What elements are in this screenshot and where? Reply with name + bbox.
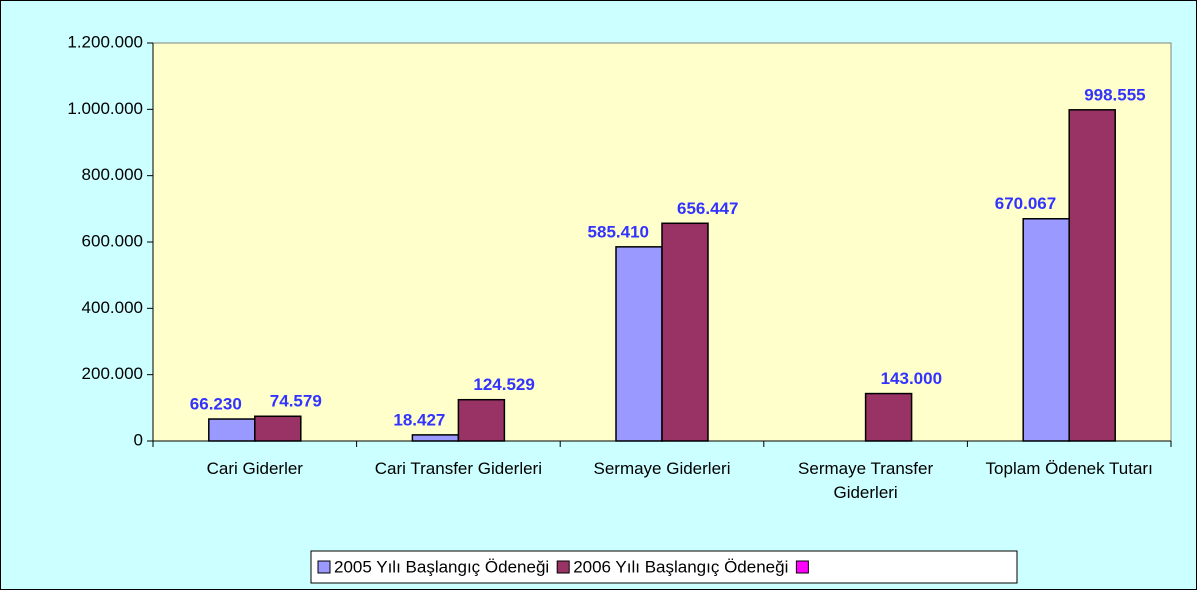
x-tick-label-box: Sermaye Transfer Giderleri (798, 459, 934, 502)
value-label: 74.579 (270, 392, 322, 411)
bar (1068, 109, 1116, 442)
x-tick-label: Sermaye Transfer Giderleri (798, 459, 934, 502)
y-tick-label: 1.200.000 (67, 32, 143, 51)
bar (254, 415, 302, 442)
x-tick-label-box: Cari Transfer Giderleri (374, 459, 542, 478)
x-tick-label-box: Cari Giderler (206, 459, 303, 478)
bar (457, 398, 506, 442)
y-tick-label: 1.000.000 (67, 99, 143, 118)
legend-label: 2006 Yılı Başlangıç Ödeneği (573, 557, 788, 576)
y-tick-label: 400.000 (82, 298, 143, 317)
y-tick-label: 0 (134, 430, 143, 449)
bar (615, 246, 663, 442)
bar (864, 392, 913, 442)
bar (1022, 218, 1070, 442)
x-tick-label: Cari Transfer Giderleri (374, 459, 542, 478)
bar (411, 434, 460, 442)
bar (661, 222, 709, 442)
value-label: 18.427 (393, 410, 445, 429)
bar (208, 418, 256, 442)
y-tick-label: 800.000 (82, 165, 143, 184)
x-tick-label: Cari Giderler (206, 459, 303, 478)
legend-label: 2005 Yılı Başlangıç Ödeneği (334, 557, 549, 576)
legend-swatch (317, 560, 331, 574)
value-label: 124.529 (473, 375, 534, 394)
value-label: 998.555 (1084, 85, 1145, 104)
value-label: 585.410 (588, 222, 649, 241)
x-tick-label: Sermaye Giderleri (593, 459, 731, 478)
y-tick-label: 200.000 (82, 364, 143, 383)
x-tick-label-box: Sermaye Giderleri (593, 459, 731, 478)
legend-swatch (556, 560, 570, 574)
x-tick-label-box: Toplam Ödenek Tutarı (985, 459, 1153, 478)
x-tick-label: Toplam Ödenek Tutarı (985, 459, 1153, 478)
y-tick-label: 600.000 (82, 231, 143, 250)
value-label: 143.000 (881, 369, 942, 388)
legend (310, 550, 1018, 584)
value-label: 670.067 (995, 194, 1056, 213)
value-label: 66.230 (190, 395, 242, 414)
legend-swatch (795, 560, 809, 574)
value-label: 656.447 (677, 199, 738, 218)
